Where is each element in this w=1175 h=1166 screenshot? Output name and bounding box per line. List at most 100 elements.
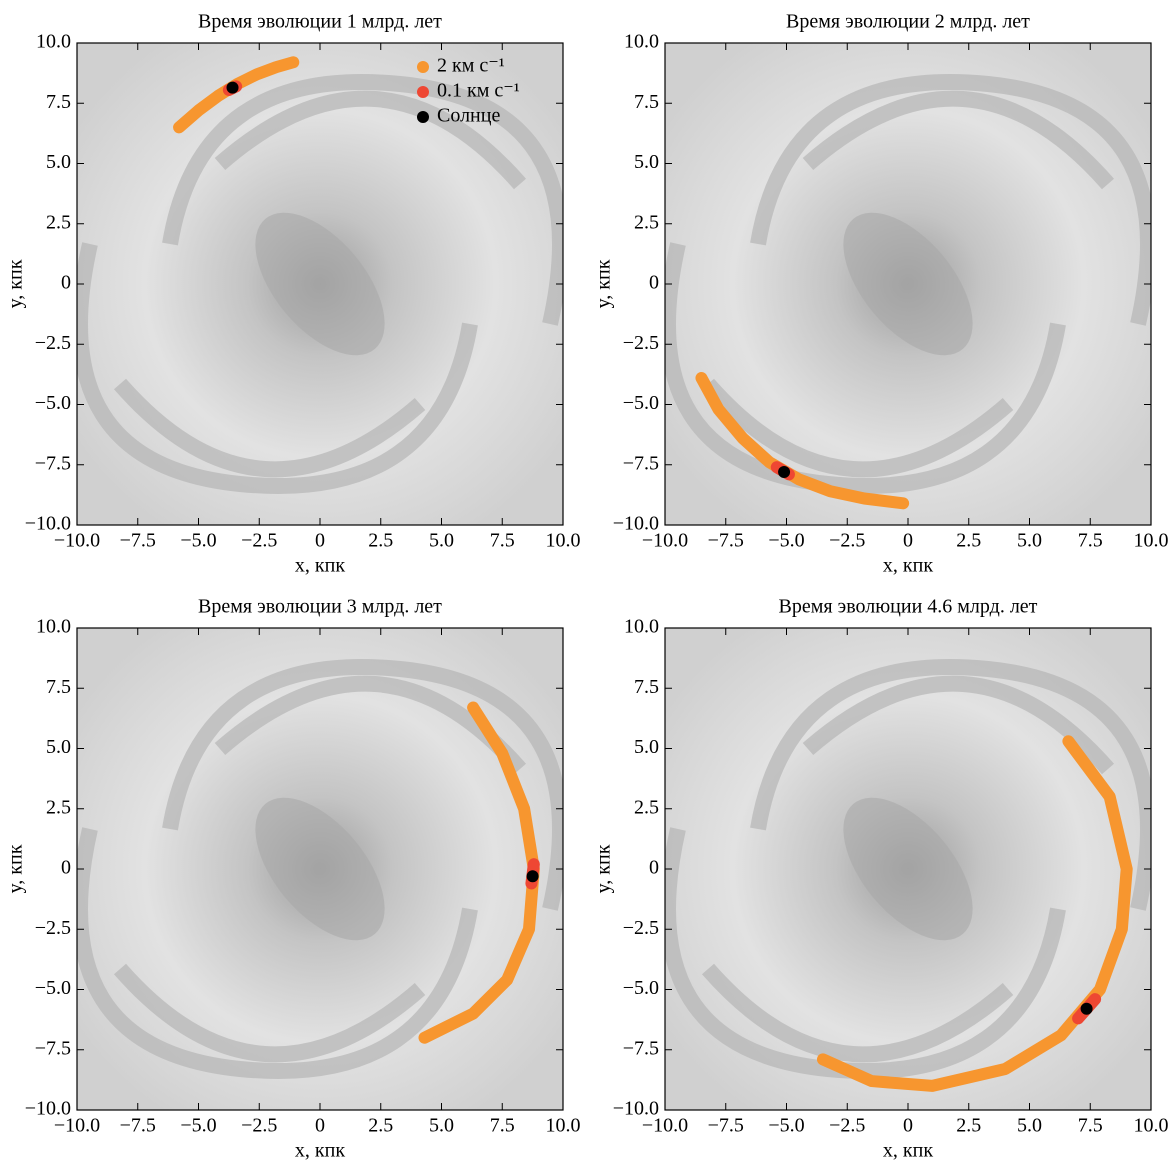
x-tick-label: −2.5 [241,1115,277,1137]
x-tick-label: 0 [903,530,913,552]
x-tick-label: −5.0 [768,1115,804,1137]
y-tick-label: 10.0 [36,31,71,53]
y-tick-label: 0 [61,857,71,879]
spiral-arm [77,242,478,494]
chart-title: Время эволюции 1 млрд. лет [198,11,442,33]
spiral-arm [665,827,1066,1079]
x-tick-label: −7.5 [708,1115,744,1137]
y-tick-label: 10.0 [36,616,71,638]
legend-label: 0.1 км с⁻¹ [437,80,520,102]
y-tick-label: 2.5 [46,796,71,818]
x-tick-label: 7.5 [1078,1115,1103,1137]
y-tick-label: 2.5 [46,211,71,233]
plot-area [77,628,563,1110]
y-tick-label: −5.0 [623,977,659,999]
y-tick-label: −7.5 [35,1037,71,1059]
x-tick-label: −2.5 [241,530,277,552]
spiral-arm [214,90,527,190]
sun-marker [1080,1002,1093,1015]
y-tick-label: −2.5 [35,917,71,939]
y-axis-label: y, кпк [593,844,615,893]
plot-area [77,43,563,525]
y-tick-label: −10.0 [25,513,71,535]
y-tick-label: −10.0 [613,1098,659,1120]
x-axis-label: x, кпк [883,555,933,577]
spiral-arm [750,74,1151,326]
y-tick-label: −5.0 [35,392,71,414]
y-tick-label: −10.0 [25,1098,71,1120]
chart-title: Время эволюции 4.6 млрд. лет [779,596,1038,618]
x-tick-label: 2.5 [368,530,393,552]
spiral-arm [701,378,1014,478]
y-tick-label: 5.0 [46,736,71,758]
y-tick-label: 2.5 [634,211,659,233]
x-tick-label: 2.5 [956,1115,981,1137]
y-tick-label: 5.0 [634,151,659,173]
legend-label: Солнце [437,105,500,127]
legend-marker [417,86,429,98]
x-tick-label: 2.5 [368,1115,393,1137]
plot-area [665,43,1151,525]
spiral-arm [162,659,563,911]
x-axis-label: x, кпк [295,555,345,577]
x-tick-label: 5.0 [429,530,454,552]
x-tick-label: 5.0 [429,1115,454,1137]
galaxy-bar [255,212,385,356]
y-tick-label: −7.5 [35,452,71,474]
y-tick-label: −5.0 [35,977,71,999]
chart-title: Время эволюции 2 млрд. лет [786,11,1030,33]
x-tick-label: −10.0 [54,530,100,552]
sun-marker [226,81,239,94]
y-tick-label: 2.5 [634,796,659,818]
x-tick-label: 7.5 [490,530,515,552]
spiral-arm [701,963,1014,1063]
legend-label: 2 км с⁻¹ [437,55,505,77]
y-tick-label: 0 [649,857,659,879]
x-tick-label: −5.0 [180,1115,216,1137]
x-tick-label: 7.5 [490,1115,515,1137]
spiral-arm [750,659,1151,911]
orbit-arc [418,701,540,1044]
y-tick-label: −5.0 [623,392,659,414]
x-tick-label: −5.0 [768,530,804,552]
y-tick-label: −2.5 [623,332,659,354]
x-tick-label: 7.5 [1078,530,1103,552]
spiral-arm [113,963,426,1063]
y-axis-label: y, кпк [593,259,615,308]
x-tick-label: −7.5 [708,530,744,552]
x-tick-label: 2.5 [956,530,981,552]
x-tick-label: −10.0 [54,1115,100,1137]
sun-marker [778,465,791,478]
y-tick-label: −7.5 [623,452,659,474]
x-tick-label: 0 [903,1115,913,1137]
legend-marker [417,111,429,123]
y-tick-label: −2.5 [35,332,71,354]
y-axis-label: y, кпк [5,259,27,308]
x-tick-label: −10.0 [642,530,688,552]
x-tick-label: 10.0 [1134,530,1169,552]
spiral-arm [113,378,426,478]
sun-marker [526,870,539,883]
spiral-arm [162,74,563,326]
x-axis-label: x, кпк [883,1140,933,1162]
y-tick-label: 5.0 [46,151,71,173]
y-tick-label: 0 [61,272,71,294]
x-tick-label: −5.0 [180,530,216,552]
x-tick-label: −2.5 [829,530,865,552]
x-tick-label: 10.0 [546,530,581,552]
y-tick-label: −10.0 [613,513,659,535]
x-tick-label: 5.0 [1017,1115,1042,1137]
y-tick-label: 7.5 [634,91,659,113]
y-tick-label: 7.5 [634,676,659,698]
x-tick-label: −7.5 [120,1115,156,1137]
y-axis-label: y, кпк [5,844,27,893]
legend-marker [417,61,429,73]
x-tick-label: 0 [315,530,325,552]
x-tick-label: 10.0 [546,1115,581,1137]
galaxy-bar [843,212,973,356]
y-tick-label: −7.5 [623,1037,659,1059]
y-tick-label: −2.5 [623,917,659,939]
plot-area [665,628,1151,1110]
y-tick-label: 7.5 [46,91,71,113]
